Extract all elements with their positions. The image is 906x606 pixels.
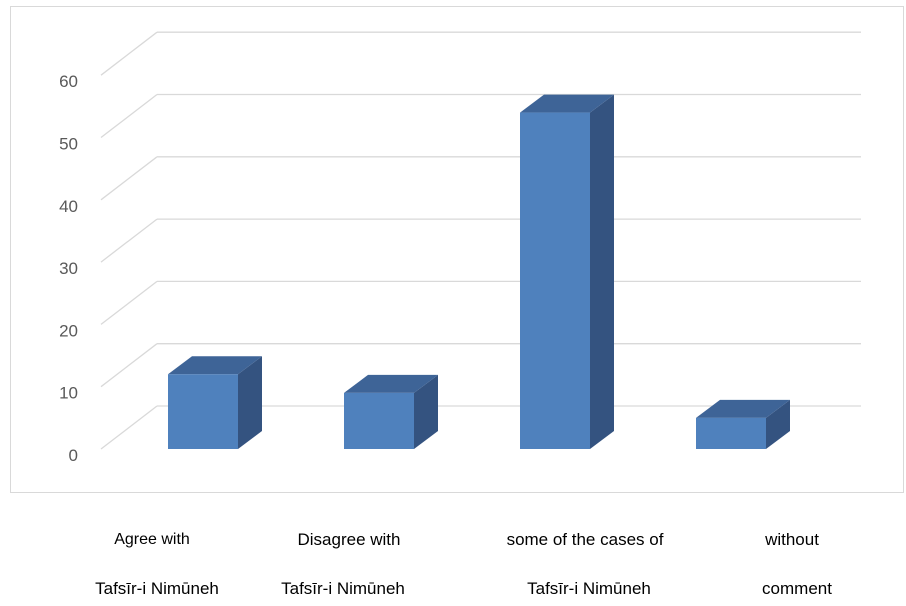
gridlines — [100, 31, 861, 450]
category-label-3-line2: Tafsīr-i Nimūneh — [527, 579, 651, 598]
y-axis-ticks: 0 10 20 30 40 50 60 — [59, 72, 78, 465]
bar-4-side — [766, 399, 790, 449]
gridline-depth-10 — [100, 343, 158, 388]
bar-4-front — [696, 417, 766, 449]
bar-2-front — [344, 392, 414, 449]
bars — [168, 94, 790, 449]
y-tick-label-0: 0 — [69, 446, 78, 465]
gridline-depth-20 — [100, 280, 158, 325]
bar-2-side — [414, 374, 438, 449]
bar-3-top — [520, 94, 614, 113]
bar-3-front — [520, 112, 590, 449]
gridline-depth-50 — [100, 93, 158, 139]
category-label-3-line1: some of the cases of — [506, 530, 664, 549]
y-tick-label-20: 20 — [59, 321, 78, 340]
bar-1-top — [168, 356, 262, 375]
bar-3-side — [590, 94, 614, 449]
category-label-4-line1: without — [765, 530, 819, 549]
y-tick-label-40: 40 — [59, 197, 78, 216]
bar-1-side — [238, 356, 262, 449]
bar-3 — [520, 94, 614, 449]
gridline-depth-40 — [100, 156, 158, 201]
gridline-depth-0 — [100, 405, 158, 450]
category-label-1-line1: Agree with — [114, 531, 190, 548]
bar-1-front — [168, 374, 238, 449]
bar-2 — [344, 374, 438, 449]
category-label-4-line2: comment — [762, 579, 832, 598]
category-label-2-line1: Disagree with — [297, 530, 401, 549]
category-label-1-line2: Tafsīr-i Nimūneh — [95, 579, 219, 598]
y-tick-label-30: 30 — [59, 259, 78, 278]
y-tick-label-10: 10 — [59, 384, 78, 403]
y-tick-label-60: 60 — [59, 72, 78, 91]
chart-frame — [10, 6, 904, 493]
y-tick-label-50: 50 — [59, 135, 78, 154]
category-label-2-line2: Tafsīr-i Nimūneh — [281, 579, 405, 598]
gridline-depth-60 — [100, 31, 158, 76]
bar-4 — [696, 399, 790, 449]
gridline-depth-30 — [100, 218, 158, 263]
bar-2-top — [344, 374, 438, 393]
bar-4-top — [696, 399, 790, 418]
bar-1 — [168, 356, 262, 449]
